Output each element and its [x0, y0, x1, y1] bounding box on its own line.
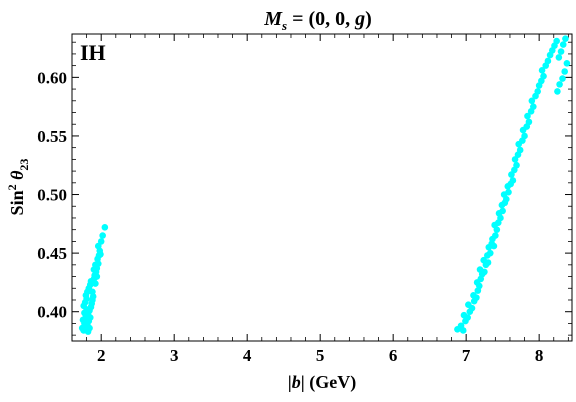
axis-tick-labels: 2 3 4 5 6 7 8 0.40 0.45 0.50 0.55 0.60 [37, 68, 543, 365]
data-point [559, 75, 566, 82]
x-tick-label: 7 [462, 346, 471, 365]
y-tick-label: 0.50 [37, 186, 67, 205]
data-point [554, 88, 561, 95]
data-point [530, 103, 537, 110]
ih-annotation: IH [80, 40, 106, 65]
data-point [544, 57, 552, 65]
data-point [563, 59, 571, 67]
data-point [499, 207, 506, 215]
x-tick-label: 2 [97, 346, 106, 365]
data-point [516, 146, 524, 154]
data-point [505, 188, 512, 196]
data-point [90, 266, 98, 273]
data-point [468, 304, 476, 312]
data-point [524, 112, 531, 120]
data-point [101, 224, 109, 231]
data-point [528, 97, 536, 105]
y-axis-title: Sin2 θ23 [5, 159, 31, 216]
data-point [97, 250, 104, 258]
data-point [538, 67, 546, 74]
data-point [521, 132, 528, 140]
data-point [557, 48, 565, 55]
data-point [459, 327, 467, 334]
plot-frame [71, 33, 573, 342]
data-point [486, 249, 494, 257]
data-point [99, 232, 106, 239]
data-point [525, 118, 533, 126]
data-point [481, 268, 488, 276]
data-point [464, 314, 471, 321]
data-point [562, 35, 569, 42]
data-point [89, 288, 96, 296]
data-point [509, 177, 517, 184]
data-point [490, 242, 498, 250]
data-point [473, 294, 480, 301]
y-tick-label: 0.60 [37, 68, 67, 87]
data-point [553, 37, 560, 45]
data-point [484, 259, 492, 266]
x-axis-title: |b| (GeV) [288, 372, 356, 393]
x-tick-label: 6 [389, 346, 398, 365]
x-tick-label: 8 [535, 346, 544, 365]
data-point [559, 41, 567, 48]
y-tick-label: 0.55 [37, 127, 67, 146]
axis-ticks [72, 34, 572, 341]
data-point [78, 324, 86, 332]
data-point [97, 238, 105, 245]
data-point [492, 232, 499, 239]
data-point [93, 273, 101, 280]
y-tick-label: 0.40 [37, 303, 67, 322]
data-point [555, 54, 563, 61]
x-tick-label: 5 [316, 346, 325, 365]
data-point [513, 161, 520, 169]
data-points [78, 35, 571, 335]
data-point [556, 81, 563, 88]
data-point [561, 68, 569, 75]
data-point [92, 280, 99, 287]
x-tick-label: 3 [170, 346, 179, 365]
x-tick-label: 4 [243, 346, 252, 365]
chart-title: Ms = (0, 0, g) [263, 8, 372, 33]
data-point [534, 88, 541, 95]
y-tick-label: 0.45 [37, 244, 67, 263]
data-point [540, 72, 547, 80]
